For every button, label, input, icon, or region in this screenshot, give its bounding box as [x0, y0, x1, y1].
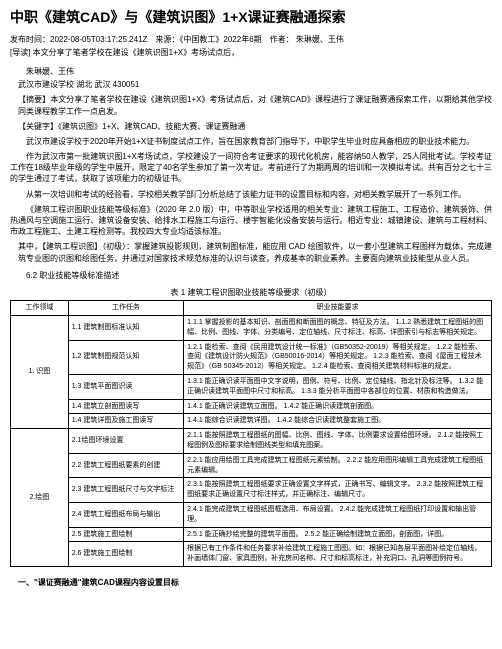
- paragraph-4: 《建筑工程识图职业技能等级标准》（2020 年 2.0 版）中，中等职业学校适用…: [10, 204, 492, 238]
- abstract: 【摘要】本文分享了笔者学校在建设《建筑识图1+X》考场试点后，对《建筑CAD》课…: [18, 94, 492, 116]
- cell-req-1-2: 1.2.1 能检索、查阅《民用建筑设计统一标准》（GB50352-20019）等…: [184, 340, 492, 374]
- skill-standard-table: 工作领域 工作任务 职业技能要求 1. 识图 1.1 建筑制图标准认知 1.1.…: [10, 300, 492, 567]
- lead-text: [导读] 本文分享了笔者学校在建设《建筑识图1+X》考场试点后，: [10, 47, 492, 58]
- cell-task-2-5: 2.5 建筑施工图绘制: [68, 527, 183, 542]
- cell-domain-2: 2.绘图: [11, 429, 69, 567]
- article-title: 中职《建筑CAD》与《建筑识图》1+X课证赛融通探索: [10, 8, 492, 28]
- cell-domain-1: 1. 识图: [11, 315, 69, 428]
- cell-req-2-2: 2.2.1 能应用绘图工具完成建筑工程图纸元素绘制。 2.2.2 能应用图形编辑…: [184, 453, 492, 478]
- th-skill-req: 职业技能要求: [184, 301, 492, 316]
- paragraph-1: 武汉市建设学校于2020年开始1+X证书制度试点工作，旨在国家教育部门指导下，中…: [10, 136, 492, 147]
- cell-task-1-2: 1.2 建筑制图规范认知: [68, 340, 183, 374]
- table1-caption: 表 1 建筑工程识图职业技能等级要求（初级）: [10, 287, 492, 298]
- cell-task-2-6: 2.6 建筑施工图绘制: [68, 542, 183, 567]
- paragraph-3: 从第一次培训和考试的经验看，学校相关教学部门分析总结了该能力证书的设置目标和内容…: [10, 189, 492, 200]
- cell-task-1-3: 1.3 建筑平面图识读: [68, 374, 183, 399]
- cell-task-2-2: 2.2 建筑工程图纸要素的创建: [68, 453, 183, 478]
- heading-section-1: 一、"课证赛融通"建筑CAD课程内容设置目标: [18, 577, 492, 588]
- affiliation: 武汉市建设学校 湖北 武汉 430051: [18, 79, 492, 90]
- cell-req-2-6: 根据已有工作条件和任务要求补绘建筑工程施工图图。如：根据已知各层平面图补绘定位轴…: [184, 542, 492, 567]
- cell-req-1-4: 1.4.1 能正确识读建筑立面图。 1.4.2 能正确识读建筑剖面图。: [184, 399, 492, 414]
- cell-req-2-1: 2.1.1 能按照建筑工程图纸的图幅、比例、图线、字体、比例要求设置绘图环境。 …: [184, 429, 492, 454]
- section-62-heading: 6.2 职业技能等级标准描述: [26, 270, 492, 281]
- th-work-task: 工作任务: [68, 301, 183, 316]
- authors: 朱琳媛、王伟: [26, 66, 492, 77]
- cell-task-1-1: 1.1 建筑制图标准认知: [68, 315, 183, 340]
- cell-req-1-5: 1.4.1 能综合识读建筑详图。 1.4.2 能综合识读建筑整套施工图。: [184, 414, 492, 429]
- cell-req-2-4: 2.4.1 能完成建筑工程图纸图框选用、布局设置。 2.4.2 能完成建筑工程图…: [184, 502, 492, 527]
- cell-task-2-1: 2.1绘图环境设置: [68, 429, 183, 454]
- cell-task-2-3: 2.3 建筑工程图纸尺寸与文字标注: [68, 478, 183, 503]
- cell-req-2-5: 2.5.1 能正确抄绘完整的建筑平面图。 2.5.2 能正确绘制建筑立面图，剖面…: [184, 527, 492, 542]
- paragraph-5: 其中，【建筑工程识图】（初级）：掌握建筑投影规则，建筑制图标准，能应用 CAD …: [18, 241, 492, 263]
- keywords: 【关键字】《建筑识图》1+X、建筑CAD、技能大赛、课证赛融通: [18, 121, 492, 132]
- cell-req-2-3: 2.3.1 能按照建筑工程图纸要求正确设置文字样式，正确书写、编辑文字。 2.3…: [184, 478, 492, 503]
- cell-task-1-5: 1.4 建筑详图及施工图读写: [68, 414, 183, 429]
- th-work-domain: 工作领域: [11, 301, 69, 316]
- cell-req-1-1: 1.1.1 掌握投影的基本知识、剖面图和断面图的概念、特征及方法。 1.1.2 …: [184, 315, 492, 340]
- article-meta: 发布时间：2022-08-05T03:17:25.241Z 来源：《中国教工》2…: [10, 34, 492, 45]
- cell-task-1-4: 1.4 建筑立剖面图读写: [68, 399, 183, 414]
- cell-req-1-3: 1.3.1 能正确识读平面图中文字说明，图例、符号、比例、定位轴线、指北针及标注…: [184, 374, 492, 399]
- cell-task-2-4: 2.4 建筑工程图纸布局与输出: [68, 502, 183, 527]
- paragraph-2: 作为武汉市第一批建筑识图1+X考场试点，学校建设了一间符合考证要求的现代化机房，…: [10, 151, 492, 185]
